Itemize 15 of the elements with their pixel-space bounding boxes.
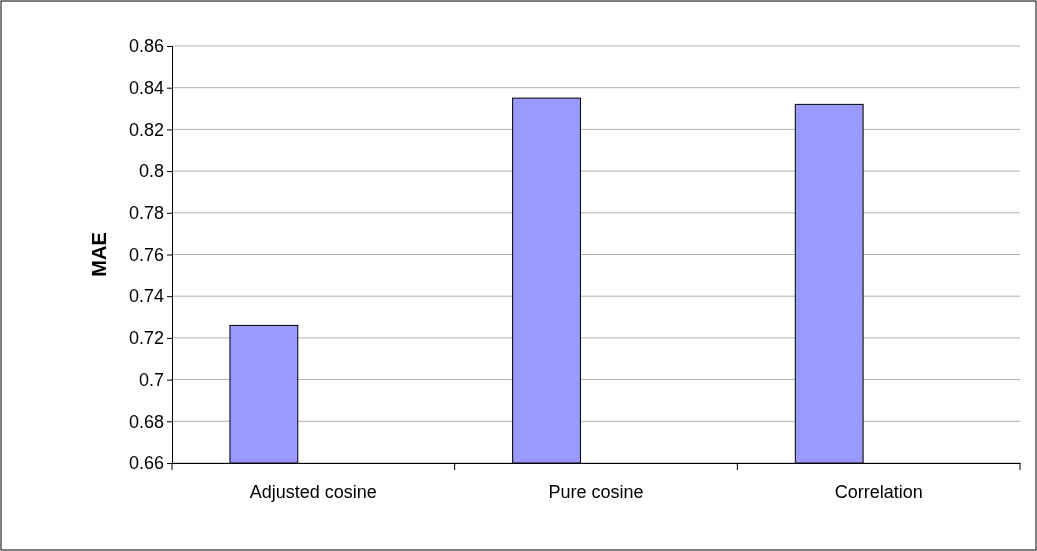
y-tick-label: 0.72 <box>128 328 164 349</box>
y-tick-label: 0.76 <box>128 244 164 265</box>
y-tick-label: 0.7 <box>138 369 164 390</box>
y-tick-label: 0.8 <box>138 161 164 182</box>
y-tick-label: 0.82 <box>128 119 164 140</box>
x-tick-label: Adjusted cosine <box>249 481 377 502</box>
x-tick-label: Correlation <box>834 481 923 502</box>
y-axis-title: MAE <box>88 232 110 277</box>
y-tick-label: 0.74 <box>128 286 164 307</box>
y-tick-label: 0.66 <box>128 453 164 474</box>
y-tick-label: 0.68 <box>128 411 164 432</box>
y-tick-label: 0.86 <box>128 36 164 57</box>
x-tick-label: Pure cosine <box>548 481 644 502</box>
y-tick-label: 0.78 <box>128 203 164 224</box>
y-tick-label: 0.84 <box>128 77 164 98</box>
